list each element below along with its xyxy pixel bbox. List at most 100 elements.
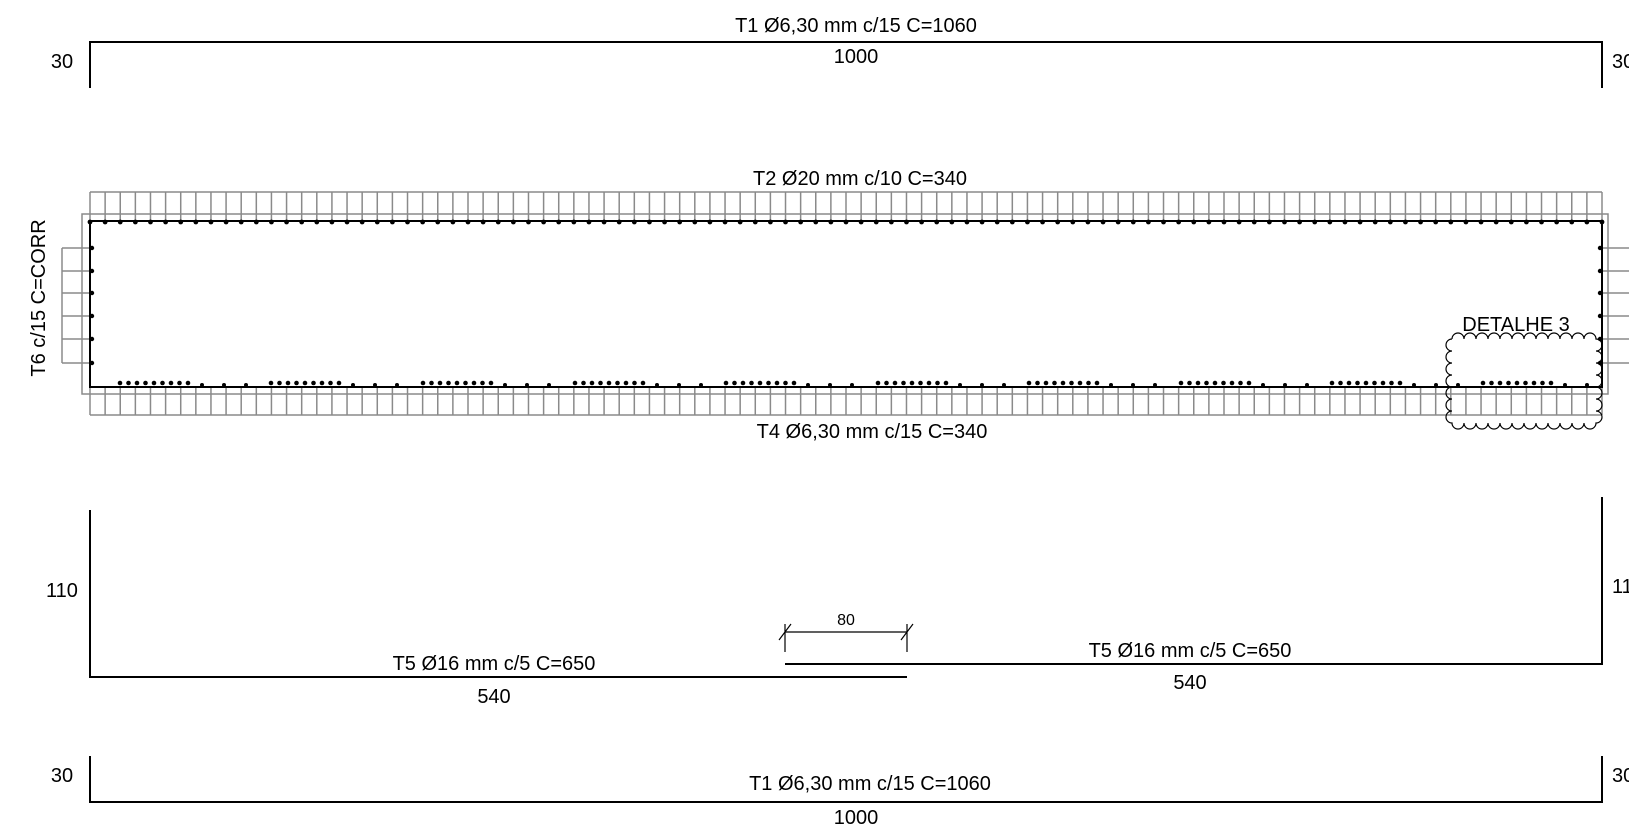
top-bar xyxy=(1191,219,1197,225)
top-bar xyxy=(888,219,894,225)
bottom-bar xyxy=(1178,380,1184,386)
detail-3-label: DETALHE 3 xyxy=(1462,314,1569,336)
top-bars xyxy=(87,219,1605,225)
bottom-bar xyxy=(117,380,123,386)
cross-section: DETALHE 3 T2 Ø20 mm c/10 C=340 T4 Ø6,30 … xyxy=(28,168,1629,443)
top-bar xyxy=(873,219,879,225)
bottom-bar xyxy=(640,380,646,386)
top-bar xyxy=(919,219,924,225)
t5-right-bar-line xyxy=(785,497,1603,665)
bottom-bar xyxy=(454,380,460,386)
top-bar xyxy=(1493,219,1499,225)
main-stirrup xyxy=(89,220,1603,388)
bottom-bar xyxy=(1329,380,1335,386)
side-bar xyxy=(1597,268,1603,274)
bottom-bar xyxy=(134,380,140,386)
bottom-bar xyxy=(623,380,629,386)
top-bar xyxy=(405,219,410,225)
bottom-bar xyxy=(806,383,810,387)
top-bar xyxy=(979,219,985,225)
bottom-bar xyxy=(1187,380,1192,386)
top-bar xyxy=(737,219,743,225)
top-bar xyxy=(798,219,804,225)
t5-right-bar: T5 Ø16 mm c/5 C=650 540 110 xyxy=(785,497,1629,694)
top-bar xyxy=(1554,219,1560,225)
bottom-bar xyxy=(1221,380,1226,386)
top-bar xyxy=(677,219,683,225)
bottom-bar xyxy=(1052,380,1057,386)
top-bar xyxy=(148,219,153,225)
top-bar xyxy=(1357,219,1363,225)
bottom-bar xyxy=(268,380,274,386)
bottom-bar xyxy=(1212,380,1218,386)
bottom-bar xyxy=(1563,383,1567,387)
bottom-bar xyxy=(1514,380,1520,386)
t1-top-bar: T1 Ø6,30 mm c/15 C=1060 1000 30 30 xyxy=(51,15,1629,88)
bottom-bar xyxy=(373,383,377,387)
bottom-bar xyxy=(1060,380,1066,386)
top-bar xyxy=(1403,219,1408,225)
bottom-bar xyxy=(1338,380,1343,386)
t1-top-label: T1 Ø6,30 mm c/15 C=1060 xyxy=(735,15,977,37)
side-bar xyxy=(89,245,95,251)
top-bar xyxy=(1176,219,1182,225)
bottom-bar xyxy=(943,380,949,386)
bottom-bar xyxy=(1363,380,1369,386)
top-bar xyxy=(208,219,214,225)
bottom-bar xyxy=(160,380,165,386)
bottom-bar xyxy=(615,380,620,386)
t5-left-length: 540 xyxy=(477,686,510,708)
top-bar xyxy=(934,219,940,225)
t5-left-label: T5 Ø16 mm c/5 C=650 xyxy=(393,653,596,675)
top-bar xyxy=(495,219,501,225)
top-bar xyxy=(1599,219,1605,225)
bottom-bar xyxy=(901,380,906,386)
top-bar xyxy=(964,219,970,225)
top-bar xyxy=(616,219,622,225)
top-bar xyxy=(510,219,516,225)
top-bar xyxy=(783,219,788,225)
top-bar xyxy=(662,219,667,225)
top-bar xyxy=(601,219,607,225)
bottom-bar xyxy=(1094,380,1100,386)
bottom-bar xyxy=(699,383,703,387)
bottom-bar xyxy=(589,380,595,386)
top-bar xyxy=(1025,219,1030,225)
bottom-bar xyxy=(732,380,737,386)
t1-bottom-hook-left: 30 xyxy=(51,765,73,787)
side-bar xyxy=(1597,245,1603,251)
top-bar xyxy=(132,219,138,225)
bottom-bar xyxy=(1506,380,1511,386)
bottom-bar xyxy=(1434,383,1438,387)
bottom-bar xyxy=(1372,380,1377,386)
bottom-bar xyxy=(488,380,494,386)
bottom-bar xyxy=(1261,383,1265,387)
bottom-bar xyxy=(463,380,468,386)
bottom-bar xyxy=(766,380,771,386)
top-bar xyxy=(102,219,108,225)
top-bar xyxy=(1266,219,1272,225)
top-bar xyxy=(1387,219,1393,225)
bottom-bar xyxy=(918,380,923,386)
bottom-bar xyxy=(222,383,226,387)
bottom-bar xyxy=(1355,380,1360,386)
t6-side-ties-right xyxy=(1602,247,1629,364)
bottom-bar xyxy=(581,380,586,386)
top-bar xyxy=(420,219,426,225)
bottom-bar xyxy=(774,380,780,386)
bottom-bar xyxy=(1238,380,1243,386)
bottom-bar xyxy=(480,380,485,386)
section-outline xyxy=(81,213,1609,395)
top-bar xyxy=(1433,219,1439,225)
top-bar xyxy=(1297,219,1302,225)
t2-label: T2 Ø20 mm c/10 C=340 xyxy=(753,168,967,190)
top-bar xyxy=(1478,219,1484,225)
t4-label: T4 Ø6,30 mm c/15 C=340 xyxy=(757,421,988,443)
bottom-bar xyxy=(892,380,898,386)
top-bar xyxy=(1251,219,1257,225)
top-bar xyxy=(722,219,728,225)
t1-bottom-bar: T1 Ø6,30 mm c/15 C=1060 1000 30 30 xyxy=(51,756,1629,829)
top-bar xyxy=(87,219,93,225)
t5-right-length: 540 xyxy=(1173,672,1206,694)
top-bar xyxy=(1327,219,1333,225)
